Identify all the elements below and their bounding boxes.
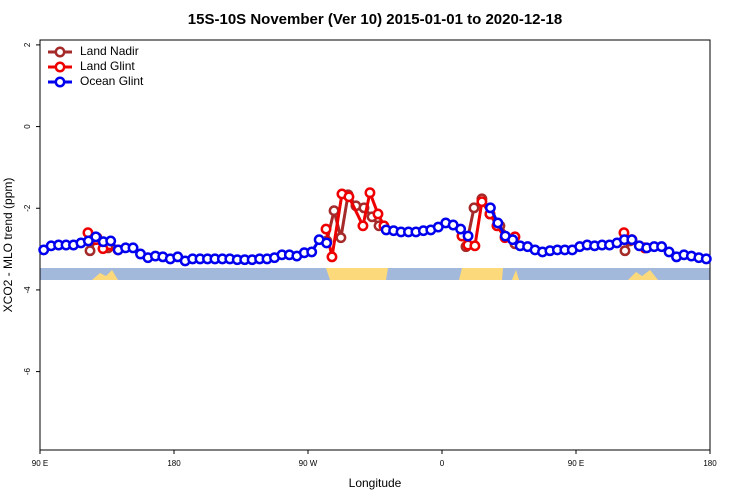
data-point <box>455 223 467 235</box>
x-axis-label: Longitude <box>349 476 402 490</box>
data-point <box>84 245 96 257</box>
land-ocean-strip <box>40 268 710 280</box>
data-point <box>619 245 631 257</box>
data-point <box>105 235 117 247</box>
legend-marker <box>54 76 66 88</box>
land-patch <box>628 270 658 280</box>
data-point <box>372 208 384 220</box>
data-point <box>321 237 333 249</box>
land-patch <box>326 268 388 280</box>
data-point <box>364 187 376 199</box>
data-point <box>326 251 338 263</box>
data-point <box>306 246 318 258</box>
data-point <box>484 202 496 214</box>
y-tick-label: -6 <box>23 367 32 375</box>
land-patch <box>512 270 519 280</box>
legend-marker <box>54 46 66 58</box>
data-point <box>328 205 340 217</box>
x-tick-label: 90 E <box>32 459 48 468</box>
land-patch <box>92 270 118 280</box>
y-tick-label: 2 <box>23 42 32 47</box>
x-tick-label: 0 <box>440 459 445 468</box>
x-tick-label: 90 E <box>568 459 584 468</box>
legend-label: Land Nadir <box>80 44 139 58</box>
data-point <box>507 234 519 246</box>
data-point <box>468 202 480 214</box>
x-tick-label: 90 W <box>299 459 318 468</box>
data-point <box>656 241 668 253</box>
data-point <box>469 240 481 252</box>
data-point <box>357 220 369 232</box>
legend-label: Land Glint <box>80 59 135 73</box>
data-point <box>90 231 102 243</box>
legend-label: Ocean Glint <box>80 74 144 88</box>
data-point <box>127 242 139 254</box>
y-axis-label: XCO2 - MLO trend (ppm) <box>1 178 15 313</box>
data-point <box>476 196 488 208</box>
data-point <box>320 223 332 235</box>
plot-area <box>38 187 712 267</box>
y-tick-label: -2 <box>23 204 32 212</box>
x-tick-label: 180 <box>703 459 717 468</box>
legend-marker <box>54 61 66 73</box>
chart-title: 15S-10S November (Ver 10) 2015-01-01 to … <box>188 11 562 28</box>
plot-frame <box>39 39 711 451</box>
data-point <box>663 246 675 258</box>
data-point <box>462 230 474 242</box>
data-point <box>492 217 504 229</box>
y-tick-label: 0 <box>23 124 32 129</box>
x-tick-label: 180 <box>167 459 181 468</box>
data-point <box>335 232 347 244</box>
data-point <box>700 253 712 265</box>
land-patch <box>459 268 503 280</box>
data-point <box>343 191 355 203</box>
y-tick-label: -4 <box>23 286 32 294</box>
data-point <box>626 234 638 246</box>
